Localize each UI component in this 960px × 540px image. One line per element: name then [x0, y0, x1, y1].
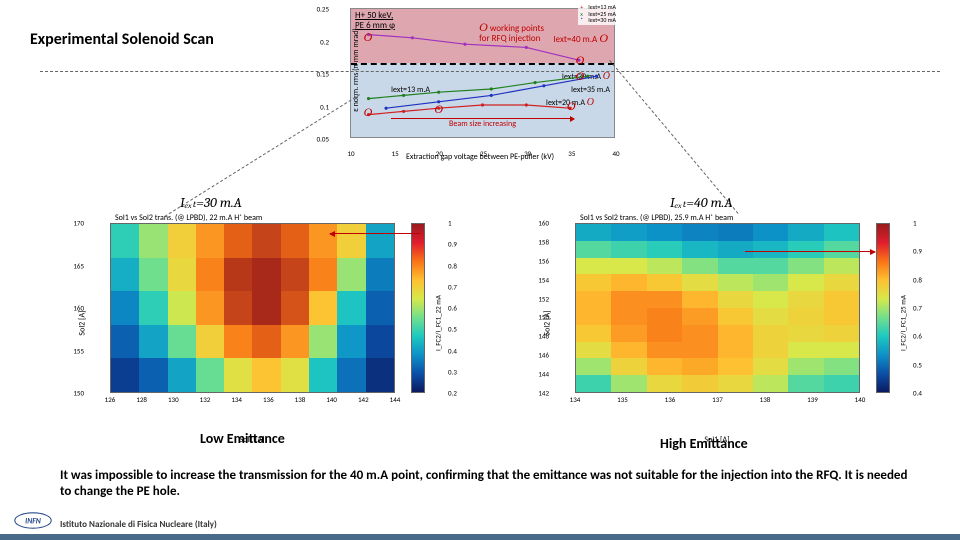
- heat-left-axes: [110, 223, 395, 393]
- mid-title-right: Iₑₓₜ=40 m.A: [670, 194, 732, 212]
- infn-logo: INFN: [12, 510, 54, 532]
- arrow-left: [330, 233, 420, 234]
- heat-right-axes: [575, 223, 860, 393]
- heat-right-cbar-label: I_FC2/I_FC1_25 mA: [899, 295, 908, 351]
- footer-text: Istituto Nazionale di Fisica Nucleare (I…: [60, 519, 217, 530]
- heat-left-cbar-label: I_FC2/I_FC1_22 mA: [434, 295, 443, 351]
- top-xlabel: Extraction gap voltage between PE-puller…: [406, 152, 554, 162]
- top-series: [351, 9, 614, 137]
- conclusion-text: It was impossible to increase the transm…: [60, 468, 920, 499]
- mid-title-left: Iₑₓₜ=30 m.A: [180, 194, 242, 212]
- top-plot-area: H+ 50 keV, PE 6 mm φ +Iext=13 mAxIext=25…: [350, 8, 615, 138]
- footer-bar: [0, 534, 960, 540]
- slide-title: Experimental Solenoid Scan: [30, 30, 214, 49]
- mid-sub-left: Sol1 vs Sol2 trans. (@ LPBD), 22 m.A H⁺ …: [115, 213, 262, 223]
- heat-right-cbar: [876, 223, 890, 393]
- heat-left-cbar: [411, 223, 425, 393]
- top-chart: H+ 50 keV, PE 6 mm φ +Iext=13 mAxIext=25…: [310, 0, 650, 170]
- heat-left-ylabel: Sol2 [A]: [78, 310, 88, 335]
- heatmap-left: Sol2 [A] 150155160165170 126128130132134…: [80, 223, 460, 423]
- mid-sub-right: Sol1 vs Sol2 trans. (@ LPBD), 25.9 m.A H…: [580, 213, 733, 223]
- low-emittance-label: Low Emittance: [200, 430, 285, 447]
- arrow-right: [745, 251, 875, 252]
- dash-extend: [40, 71, 940, 72]
- heatmap-right: Sol2 [A] 142144146148150152154156158160 …: [545, 223, 925, 423]
- svg-text:INFN: INFN: [25, 517, 41, 526]
- high-emittance-label: High Emittance: [660, 435, 748, 452]
